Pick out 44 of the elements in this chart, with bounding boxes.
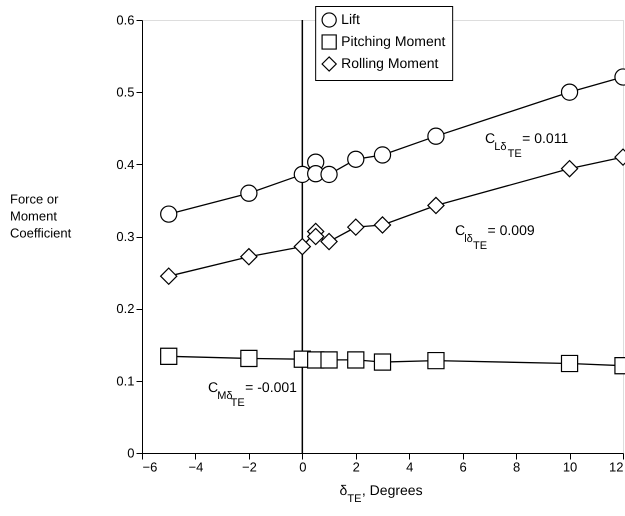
- point: [347, 150, 364, 168]
- legend-label: Rolling Moment: [341, 55, 439, 71]
- x-tick-label: −4: [188, 460, 204, 474]
- x-tick-label: 4: [406, 460, 414, 474]
- point: [560, 84, 578, 101]
- point: [320, 351, 338, 369]
- y-tick-label: 0.1: [116, 373, 134, 388]
- point: [427, 352, 445, 370]
- x-tick-label: −2: [242, 460, 257, 474]
- point: [294, 238, 311, 256]
- point: [160, 205, 178, 223]
- y-tick-label: 0.3: [116, 229, 134, 244]
- y-tick-label: 0.4: [116, 156, 134, 172]
- y-tick-label: 0: [127, 446, 134, 460]
- x-tick-label: 0: [299, 460, 306, 474]
- point: [347, 218, 364, 236]
- x-tick-label: 10: [562, 460, 578, 474]
- point: [560, 160, 578, 178]
- legend-label: Pitching Moment: [341, 33, 446, 49]
- point: [374, 146, 392, 164]
- point: [307, 228, 324, 246]
- x-tick-label: −6: [142, 460, 158, 474]
- point: [427, 196, 445, 214]
- point: [347, 351, 364, 369]
- point: [240, 350, 258, 368]
- x-tick-label: 8: [512, 460, 520, 474]
- point: [374, 353, 392, 371]
- point: [374, 216, 392, 234]
- point: [160, 348, 178, 365]
- point: [320, 166, 338, 184]
- y-tick-label: 0.2: [116, 301, 134, 316]
- point: [240, 248, 258, 266]
- point: [560, 354, 578, 372]
- y-tick-label: 0.6: [116, 12, 134, 28]
- x-tick-label: 12: [609, 460, 624, 474]
- legend-label: Lift: [341, 11, 360, 27]
- point: [240, 184, 258, 202]
- x-tick-label: 2: [352, 460, 360, 474]
- y-axis-title: Force or Moment Coefficient: [10, 192, 72, 240]
- x-tick-label: 6: [460, 460, 467, 474]
- point: [160, 268, 178, 285]
- point: [320, 232, 338, 250]
- point: [427, 128, 445, 145]
- y-tick-label: 0.5: [116, 84, 134, 100]
